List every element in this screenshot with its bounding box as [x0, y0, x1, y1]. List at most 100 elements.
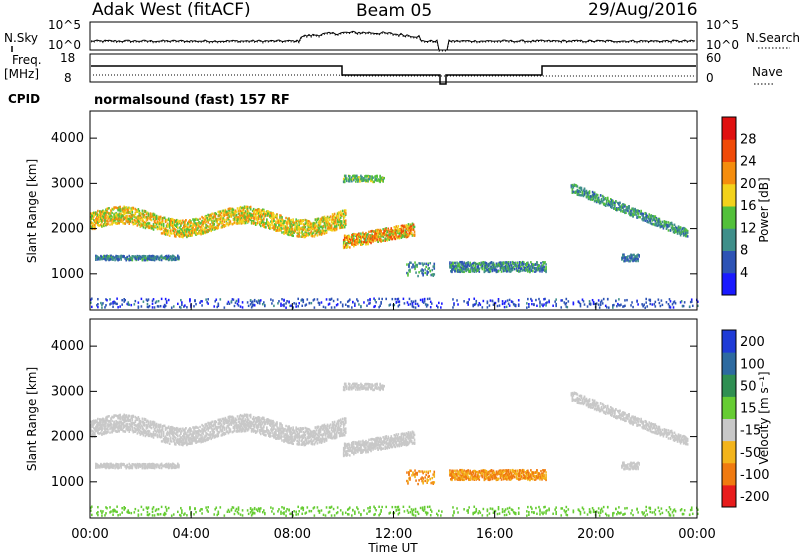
power-cell	[173, 231, 176, 234]
velocity-cell	[92, 434, 94, 437]
power-cell	[157, 256, 160, 259]
power-cell	[636, 254, 638, 257]
velocity-cell	[119, 417, 121, 421]
power-cell	[259, 211, 262, 214]
power-cell	[241, 212, 244, 215]
power-cell	[342, 225, 345, 229]
power-cell	[166, 229, 169, 233]
power-cell	[632, 214, 634, 218]
power-cell	[484, 269, 487, 273]
power-cell	[540, 268, 542, 271]
power-cell	[542, 261, 544, 264]
power-cell	[489, 270, 492, 273]
power-cell	[126, 214, 129, 218]
power-cell	[530, 265, 532, 269]
power-cell	[147, 214, 150, 217]
power-cell	[323, 217, 326, 220]
power-cell	[495, 268, 498, 271]
power-cell	[148, 255, 151, 259]
power-cell	[115, 215, 117, 218]
power-cell	[190, 220, 192, 223]
power-cell	[536, 266, 538, 270]
power-cell	[356, 174, 358, 178]
power-cell	[592, 194, 595, 197]
power-cell	[608, 203, 611, 207]
nsky-series	[90, 30, 696, 51]
power-cell	[148, 258, 151, 261]
power-cell	[433, 265, 436, 268]
power-cell	[105, 216, 107, 220]
power-cell	[373, 297, 375, 300]
power-cell	[304, 228, 307, 232]
power-cell	[649, 221, 652, 225]
power-cell	[369, 238, 371, 241]
velocity-cell	[118, 426, 120, 430]
power-cell	[326, 219, 329, 223]
power-cell	[306, 224, 309, 227]
power-cell	[112, 218, 114, 221]
velocity-cell	[111, 431, 113, 434]
power-cell	[473, 269, 476, 272]
power-cell	[398, 228, 401, 231]
power-cell	[640, 212, 642, 216]
power-cell	[649, 217, 652, 220]
power-cell	[347, 175, 350, 178]
power-cell	[147, 224, 150, 227]
power-cell	[535, 268, 537, 272]
power-cell	[411, 234, 414, 237]
power-cell	[106, 210, 108, 214]
power-cell	[249, 212, 252, 216]
power-cell	[245, 212, 248, 216]
power-cell	[506, 265, 509, 268]
power-cell	[96, 218, 98, 222]
power-cell	[165, 301, 168, 304]
power-cell	[324, 226, 327, 229]
power-cell	[653, 223, 656, 226]
power-cell	[682, 230, 685, 233]
velocity-cell	[111, 427, 113, 430]
power-cell	[189, 232, 191, 236]
power-cell	[344, 174, 347, 178]
power-cell	[499, 266, 502, 269]
velocity-cell	[106, 415, 108, 419]
power-cell	[207, 228, 209, 232]
power-cell	[257, 217, 260, 221]
power-cell	[682, 304, 685, 308]
power-cell	[292, 223, 294, 227]
power-cell	[282, 304, 284, 307]
power-cell	[274, 226, 276, 230]
power-cell	[398, 234, 401, 238]
velocity-cell	[107, 422, 109, 426]
power-cell	[504, 267, 507, 270]
power-cell	[212, 215, 215, 218]
power-cell	[357, 299, 359, 303]
power-cell	[189, 222, 191, 226]
power-cell	[365, 234, 367, 237]
power-cell	[593, 192, 596, 196]
power-cell	[320, 218, 323, 221]
power-cell	[408, 263, 410, 267]
power-cell	[637, 259, 639, 263]
power-cell	[283, 221, 285, 225]
power-cell	[632, 305, 634, 309]
power-cell	[298, 226, 301, 229]
power-cell	[179, 235, 181, 238]
power-cell	[412, 225, 415, 228]
power-cell	[149, 256, 152, 259]
power-cell	[172, 232, 175, 235]
power-cell	[544, 269, 546, 272]
power-cell	[466, 301, 468, 304]
power-cell	[346, 305, 349, 308]
power-cell	[351, 236, 353, 239]
power-cell	[684, 228, 687, 231]
velocity-cell	[105, 419, 107, 422]
power-cell	[231, 208, 234, 211]
power-cell	[136, 220, 139, 224]
power-cell	[478, 262, 481, 265]
power-cell	[521, 262, 524, 265]
power-cell	[600, 198, 603, 201]
power-cell	[667, 229, 670, 232]
power-cell	[230, 213, 233, 216]
power-cell	[159, 221, 162, 225]
power-cell	[272, 299, 274, 302]
